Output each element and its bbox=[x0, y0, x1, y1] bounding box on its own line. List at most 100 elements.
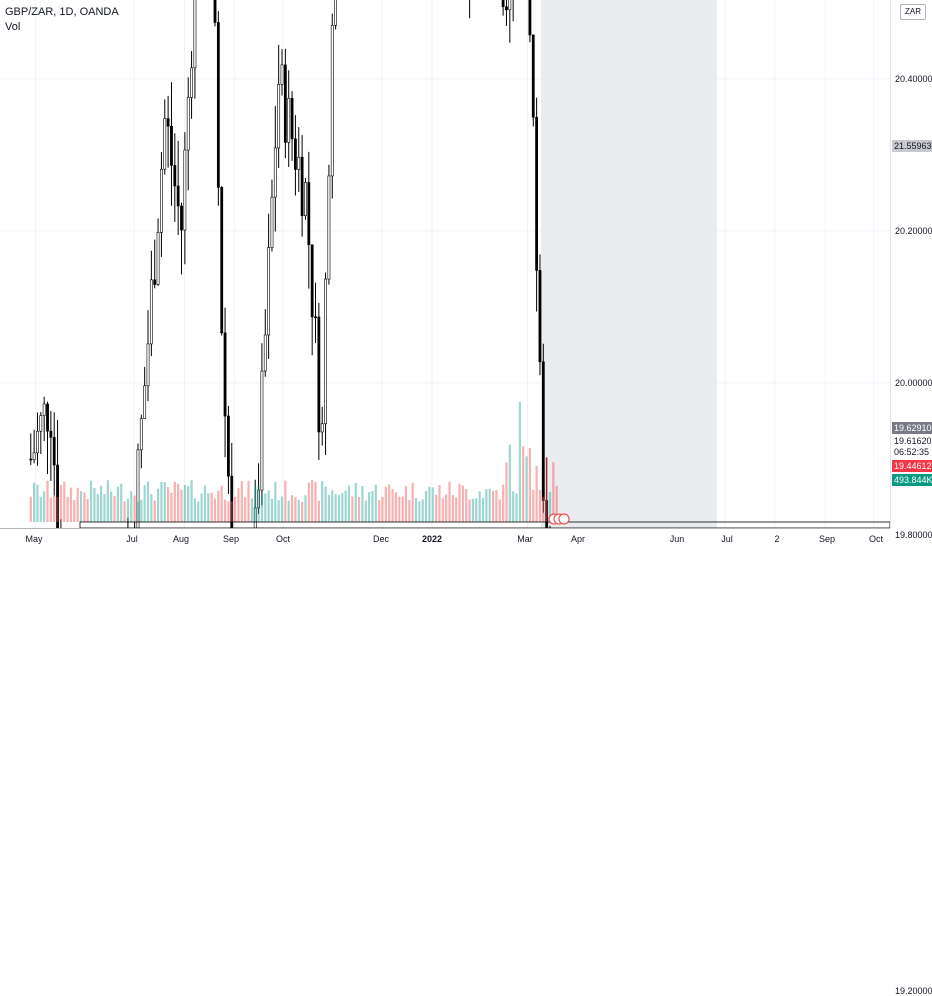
candle-body bbox=[170, 125, 173, 166]
volume-bar bbox=[190, 480, 193, 522]
volume-bar bbox=[103, 494, 106, 522]
volume-bar bbox=[193, 498, 197, 522]
candle-body bbox=[180, 205, 183, 231]
candle-body bbox=[541, 361, 545, 501]
chart-plot-area[interactable]: BOB GBP/ZAR, 1D, OANDA Vol bbox=[0, 0, 890, 528]
volume-bar bbox=[488, 488, 491, 522]
volume-bar bbox=[508, 444, 511, 522]
volume-bar bbox=[274, 481, 277, 522]
volume-bar bbox=[475, 498, 478, 522]
volume-bar bbox=[408, 499, 411, 522]
candle-body bbox=[216, 22, 220, 188]
price-tick: 19.80000 bbox=[895, 530, 932, 540]
time-tick: Apr bbox=[570, 534, 586, 544]
volume-bar bbox=[324, 486, 327, 522]
volume-bar bbox=[512, 491, 515, 522]
candle-body bbox=[545, 500, 549, 528]
candle-body bbox=[146, 343, 150, 387]
candle-body bbox=[136, 449, 140, 528]
volume-bar bbox=[173, 481, 176, 522]
volume-bar bbox=[280, 496, 284, 522]
target-price-tag: 21.55963 bbox=[892, 140, 932, 152]
candle-body bbox=[287, 97, 291, 143]
candle-body bbox=[310, 244, 314, 318]
currency-button[interactable]: ZAR bbox=[900, 4, 926, 20]
candle-body bbox=[260, 370, 264, 491]
volume-bar bbox=[451, 495, 454, 522]
candle-body bbox=[314, 316, 317, 319]
volume-bar bbox=[485, 489, 488, 522]
volume-bar bbox=[210, 492, 213, 522]
volume-bar bbox=[56, 496, 59, 522]
volume-bar bbox=[398, 496, 401, 522]
volume-bar bbox=[421, 499, 424, 522]
volume-bar bbox=[391, 489, 394, 522]
candle-body bbox=[307, 182, 311, 246]
volume-bar bbox=[150, 494, 153, 522]
volume-bar bbox=[548, 492, 552, 522]
volume-bar bbox=[532, 489, 535, 522]
chart-svg[interactable]: BOB bbox=[0, 0, 890, 528]
time-tick: Jul bbox=[126, 534, 138, 544]
volume-bar bbox=[290, 495, 294, 522]
volume-bar bbox=[321, 481, 324, 522]
volume-bar bbox=[428, 486, 431, 522]
volume-bar bbox=[116, 486, 119, 522]
volume-bar bbox=[357, 497, 361, 522]
time-tick: Sep bbox=[818, 534, 836, 544]
countdown-tag: 06:52:35 bbox=[892, 446, 932, 458]
time-tick: Sep bbox=[222, 534, 240, 544]
volume-bar bbox=[495, 490, 498, 522]
candle-body bbox=[531, 34, 535, 118]
volume-bar bbox=[156, 488, 160, 522]
volume-bar bbox=[187, 486, 190, 522]
volume-bar bbox=[498, 499, 501, 522]
volume-bar bbox=[73, 500, 76, 522]
candle-body bbox=[163, 118, 167, 170]
volume-bar bbox=[254, 486, 257, 522]
volume-bar bbox=[240, 481, 243, 522]
volume-bar bbox=[304, 495, 307, 522]
time-axis[interactable]: May Jul Aug Sep Oct Dec 2022 Mar Apr Jun Jul 2 Sep Oc… bbox=[0, 528, 890, 550]
volume-bar bbox=[334, 494, 337, 522]
candle-body bbox=[283, 64, 287, 143]
candle-body bbox=[280, 64, 284, 85]
volume-bar bbox=[69, 487, 73, 522]
volume-bar bbox=[368, 492, 371, 522]
volume-bar bbox=[200, 493, 203, 522]
volume-bar bbox=[448, 481, 451, 522]
volume-bar bbox=[317, 500, 320, 522]
candle-body bbox=[183, 149, 187, 231]
volume-bar bbox=[505, 462, 508, 522]
volume-bar bbox=[76, 487, 79, 522]
volume-bar bbox=[378, 500, 381, 522]
volume-tag: 493.844K bbox=[892, 474, 932, 486]
volume-bar bbox=[167, 487, 170, 522]
volume-bar bbox=[347, 485, 351, 522]
volume-bar bbox=[126, 498, 130, 522]
volume-bar bbox=[478, 491, 481, 522]
volume-bar bbox=[113, 496, 116, 522]
candle-body bbox=[52, 437, 56, 466]
volume-bar bbox=[424, 491, 428, 522]
volume-bar bbox=[160, 482, 163, 522]
time-tick: Dec bbox=[372, 534, 390, 544]
volume-bar bbox=[197, 501, 200, 522]
volume-bar bbox=[49, 497, 52, 522]
volume-bar bbox=[39, 496, 42, 522]
volume-bar bbox=[264, 493, 267, 522]
volume-bar bbox=[63, 481, 66, 522]
price-axis[interactable]: 22.4000022.2000022.0000021.8000021.60000… bbox=[890, 0, 932, 996]
candle-body bbox=[300, 156, 304, 216]
volume-bar bbox=[237, 488, 240, 522]
candle-body bbox=[29, 458, 33, 461]
volume-bar bbox=[552, 462, 555, 522]
volume-bar bbox=[267, 490, 270, 522]
volume-bar bbox=[297, 499, 300, 522]
volume-bar bbox=[381, 496, 384, 522]
last-close-tag: 19.62910 bbox=[892, 422, 932, 434]
volume-bar bbox=[555, 485, 558, 522]
volume-bar bbox=[287, 500, 290, 522]
time-tick: Oct bbox=[275, 534, 291, 544]
volume-bar bbox=[414, 497, 418, 522]
